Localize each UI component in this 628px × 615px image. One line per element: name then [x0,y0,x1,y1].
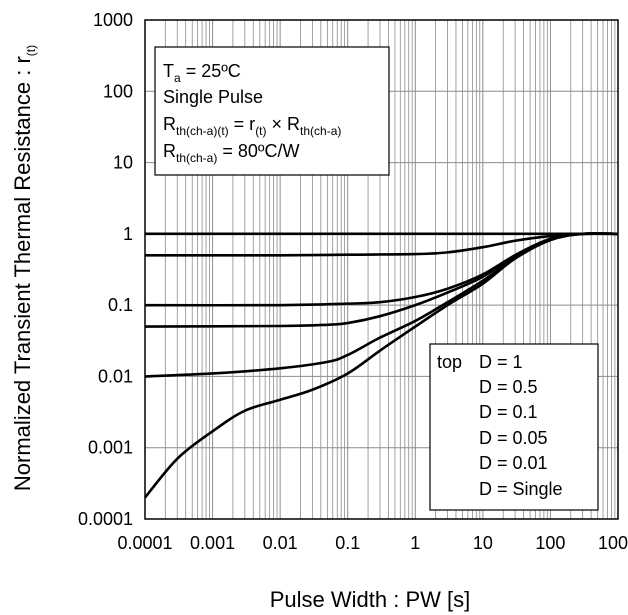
x-tick-label: 0.001 [190,533,235,553]
legend-entry-d001: D = 0.01 [479,453,548,473]
legend-entry-d005: D = 0.05 [479,428,548,448]
legend-frame [429,343,599,511]
x-tick-label: 1000 [598,533,628,553]
y-axis-label-sub: (t) [24,45,38,56]
x-tick-label: 100 [535,533,565,553]
x-tick-label: 0.0001 [117,533,172,553]
y-tick-label: 0.0001 [78,509,133,529]
info-single-pulse: Single Pulse [163,87,263,107]
info-ambient-temp: Ta = 25ºC [163,61,241,85]
info-formula: Rth(ch-a)(t) = r(t) × Rth(ch-a) [163,114,341,138]
legend-prefix: top [437,352,462,372]
info-box-frame [154,46,390,176]
y-tick-labels: 1000 100 10 1 0.1 0.01 0.001 0.0001 [78,10,133,529]
legend-entry-d01: D = 0.1 [479,402,538,422]
y-tick-label: 100 [103,81,133,101]
info-rth-value: Rth(ch-a) = 80ºC/W [163,141,299,165]
x-tick-label: 0.1 [335,533,360,553]
x-axis-label: Pulse Width : PW [s] [270,587,471,612]
y-tick-label: 0.001 [88,438,133,458]
y-axis-label: Normalized Transient Thermal Resistance … [10,45,38,491]
legend-entry-d05: D = 0.5 [479,377,538,397]
x-tick-label: 0.01 [263,533,298,553]
y-tick-label: 10 [113,153,133,173]
y-tick-label: 1 [123,224,133,244]
info-box: Ta = 25ºC Single Pulse Rth(ch-a)(t) = r(… [154,46,390,176]
series-line-5 [144,232,619,499]
y-tick-label: 1000 [93,10,133,30]
x-tick-labels: 0.0001 0.001 0.01 0.1 1 10 100 1000 [117,533,628,553]
x-tick-label: 10 [473,533,493,553]
legend-entry-single: D = Single [479,479,563,499]
y-axis-label-main: Normalized Transient Thermal Resistance … [10,56,35,491]
series-lines [144,232,619,499]
legend-entry-d1: D = 1 [479,352,523,372]
legend: top D = 1 D = 0.5 D = 0.1 D = 0.05 D = 0… [429,343,599,511]
y-tick-label: 0.1 [108,295,133,315]
x-tick-label: 1 [410,533,420,553]
y-tick-label: 0.01 [98,366,133,386]
plot-frame [144,19,619,520]
